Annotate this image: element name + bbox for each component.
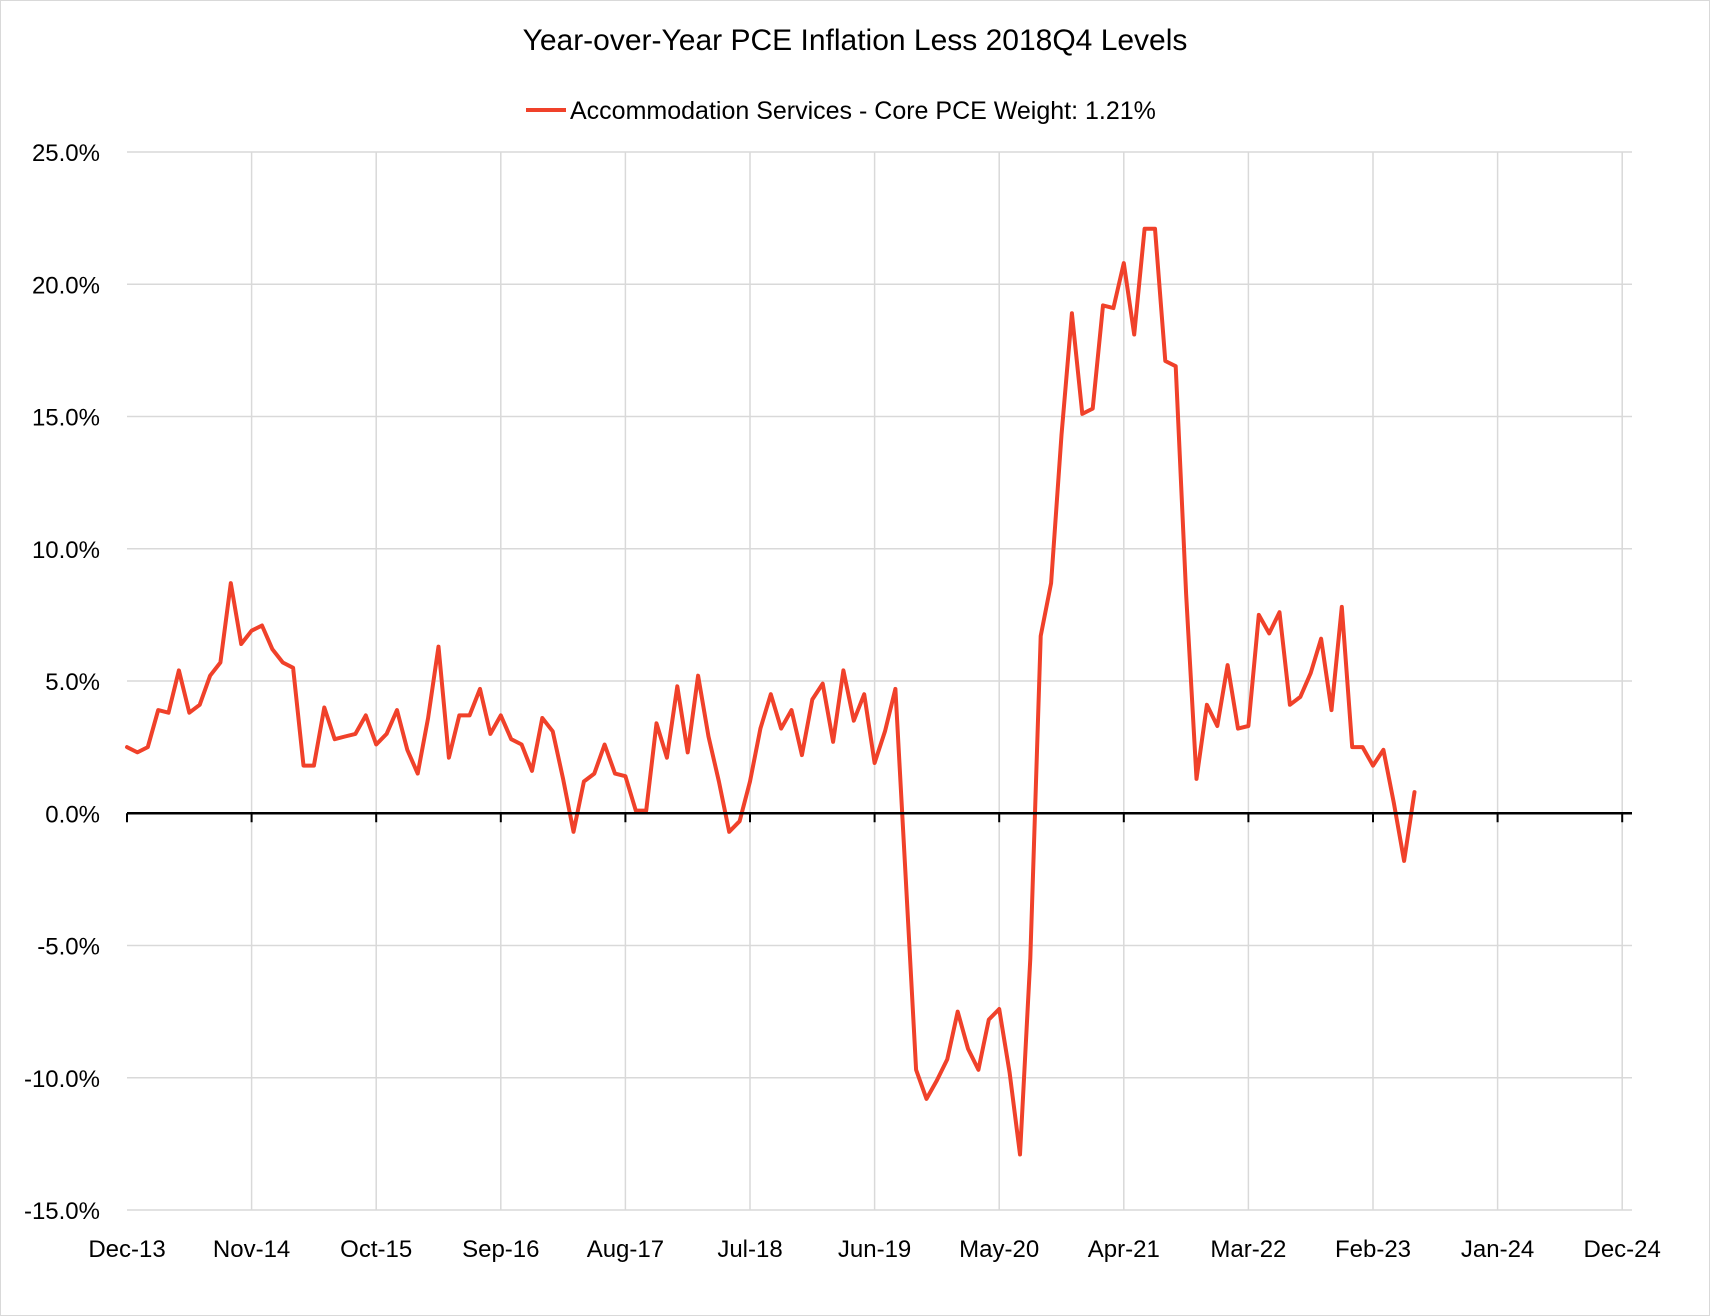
y-tick-label: 20.0% (32, 272, 100, 299)
x-tick-label: Jan-24 (1461, 1236, 1534, 1263)
x-tick-label: Dec-24 (1584, 1236, 1661, 1263)
x-axis-tick-labels: Dec-13 Nov-14 Oct-15 Sep-16 Aug-17 Jul-18 Jun-… (88, 1236, 1661, 1263)
series-line (125, 226, 1417, 1157)
x-axis (126, 812, 1632, 823)
y-tick-label: -5.0% (37, 934, 100, 961)
y-tick-label: 10.0% (32, 537, 100, 564)
x-tick-label: Mar-22 (1210, 1236, 1286, 1263)
y-axis-tick-labels: 25.0% 20.0% 15.0% 10.0% 5.0% 0.0% -5.0% -10.0% -… (24, 140, 100, 1225)
x-tick-label: Apr-21 (1088, 1236, 1160, 1263)
x-tick-label: Oct-15 (340, 1236, 412, 1263)
x-tick-label: Sep-16 (462, 1236, 539, 1263)
y-tick-label: -10.0% (24, 1066, 100, 1093)
legend: Accommodation Services - Core PCE Weight… (526, 97, 1156, 125)
x-tick-label: Nov-14 (213, 1236, 290, 1263)
x-tick-label: Feb-23 (1335, 1236, 1411, 1263)
x-tick-label: Aug-17 (587, 1236, 664, 1263)
chart-title: Year-over-Year PCE Inflation Less 2018Q4… (523, 24, 1188, 57)
y-tick-label: 25.0% (32, 140, 100, 167)
x-tick-label: Jun-19 (838, 1236, 911, 1263)
x-tick-label: May-20 (959, 1236, 1039, 1263)
y-tick-label: 0.0% (45, 801, 100, 828)
series-layer (125, 226, 1417, 1157)
x-tick-label: Dec-13 (88, 1236, 165, 1263)
gridlines (127, 151, 1632, 1211)
x-tick-label: Jul-18 (717, 1236, 782, 1263)
y-tick-label: 15.0% (32, 405, 100, 432)
y-tick-label: -15.0% (24, 1198, 100, 1225)
y-tick-label: 5.0% (45, 669, 100, 696)
legend-label: Accommodation Services - Core PCE Weight… (570, 97, 1156, 125)
